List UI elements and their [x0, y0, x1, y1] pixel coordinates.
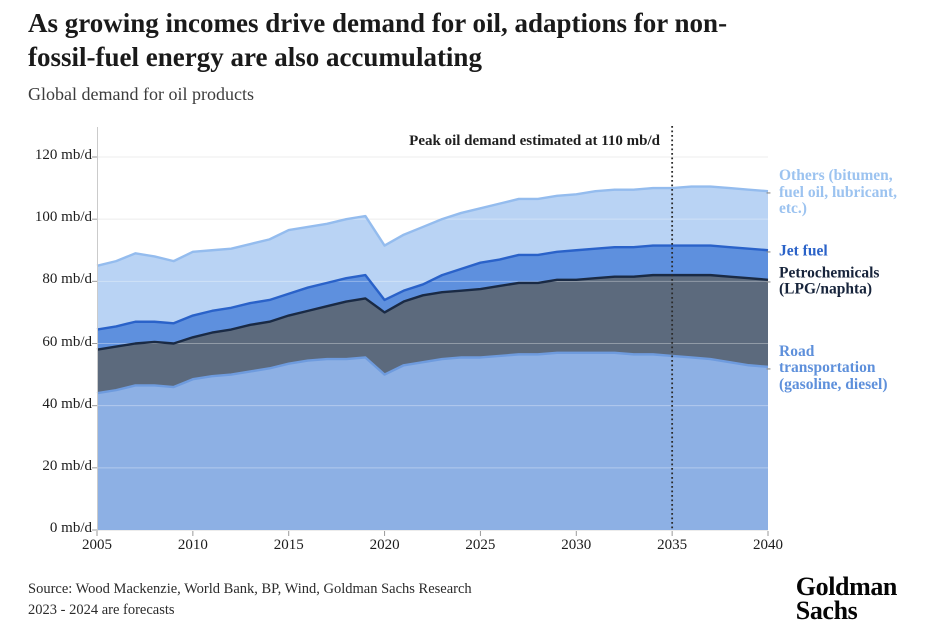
goldman-sachs-logo: Goldman Sachs [795, 572, 898, 625]
boundary-others [96, 185, 769, 267]
logo-line1: Goldman [795, 572, 898, 601]
source-note: Source: Wood Mackenzie, World Bank, BP, … [28, 579, 472, 621]
boundary-jet-fuel [96, 244, 769, 331]
page-title-line1: As growing incomes drive demand for oil,… [28, 8, 728, 38]
boundary-petrochemicals [96, 273, 769, 351]
source-line1: Source: Wood Mackenzie, World Bank, BP, … [28, 581, 472, 597]
boundary-road-transportation [96, 351, 769, 395]
page-title: As growing incomes drive demand for oil,… [28, 6, 908, 74]
chart-subtitle: Global demand for oil products [28, 84, 254, 104]
page-title-line2: fossil-fuel energy are also accumulating [28, 42, 482, 73]
logo-line2: Sachs [795, 595, 858, 625]
area-road-transportation [97, 352, 768, 530]
source-line2: 2023 - 2024 are forecasts [28, 602, 175, 619]
